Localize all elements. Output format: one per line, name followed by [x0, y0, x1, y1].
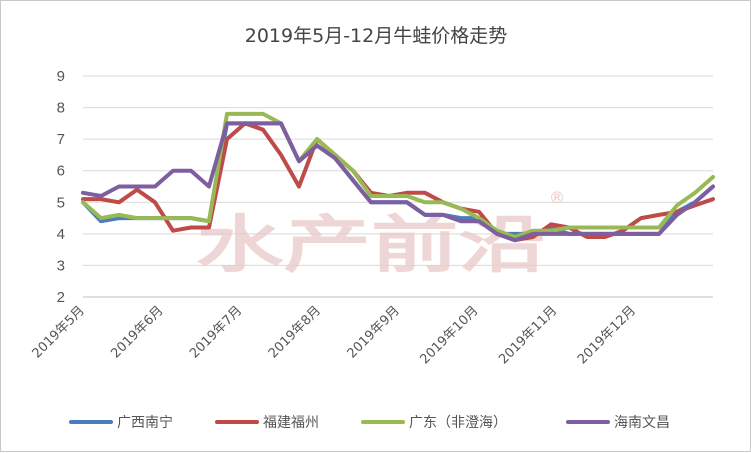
- x-tick-label: 2019年8月: [266, 303, 324, 361]
- series-line: [81, 111, 715, 239]
- legend-label: 海南文昌: [614, 415, 670, 431]
- legend-label: 广西南宁: [117, 414, 173, 431]
- series-lines: [81, 111, 715, 243]
- legend-label: 广东（非澄海）: [409, 415, 507, 431]
- y-axis: 2 3 4 5 6 7 8 9: [57, 68, 65, 306]
- y-tick-label: 9: [57, 68, 65, 85]
- y-tick-label: 5: [57, 194, 65, 211]
- watermark-registered-mark: ®: [549, 188, 565, 207]
- x-tick-label: 2019年7月: [187, 303, 245, 361]
- x-tick-label: 2019年9月: [345, 303, 403, 361]
- y-tick-label: 8: [57, 100, 65, 117]
- y-tick-label: 6: [57, 163, 65, 180]
- chart-title: 2019年5月-12月牛蛙价格走势: [245, 25, 507, 47]
- x-tick-label: 2019年12月: [575, 303, 639, 367]
- y-tick-label: 4: [57, 226, 65, 243]
- y-tick-label: 7: [57, 131, 65, 148]
- y-tick-label: 2: [57, 289, 65, 306]
- x-axis: 2019年5月 2019年6月 2019年7月 2019年8月 2019年9月 2019年…: [30, 296, 713, 367]
- x-tick-label: 2019年11月: [496, 303, 560, 367]
- watermark-text: 水产前沿: [196, 208, 546, 281]
- legend: 广西南宁 福建福州 广东（非澄海） 海南文昌: [69, 414, 670, 431]
- x-tick-label: 2019年6月: [108, 303, 166, 361]
- y-tick-label: 3: [57, 257, 65, 274]
- x-tick-label: 2019年10月: [417, 303, 481, 367]
- legend-label: 福建福州: [263, 415, 319, 431]
- series-line: [81, 121, 715, 243]
- x-tick-label: 2019年5月: [30, 303, 88, 361]
